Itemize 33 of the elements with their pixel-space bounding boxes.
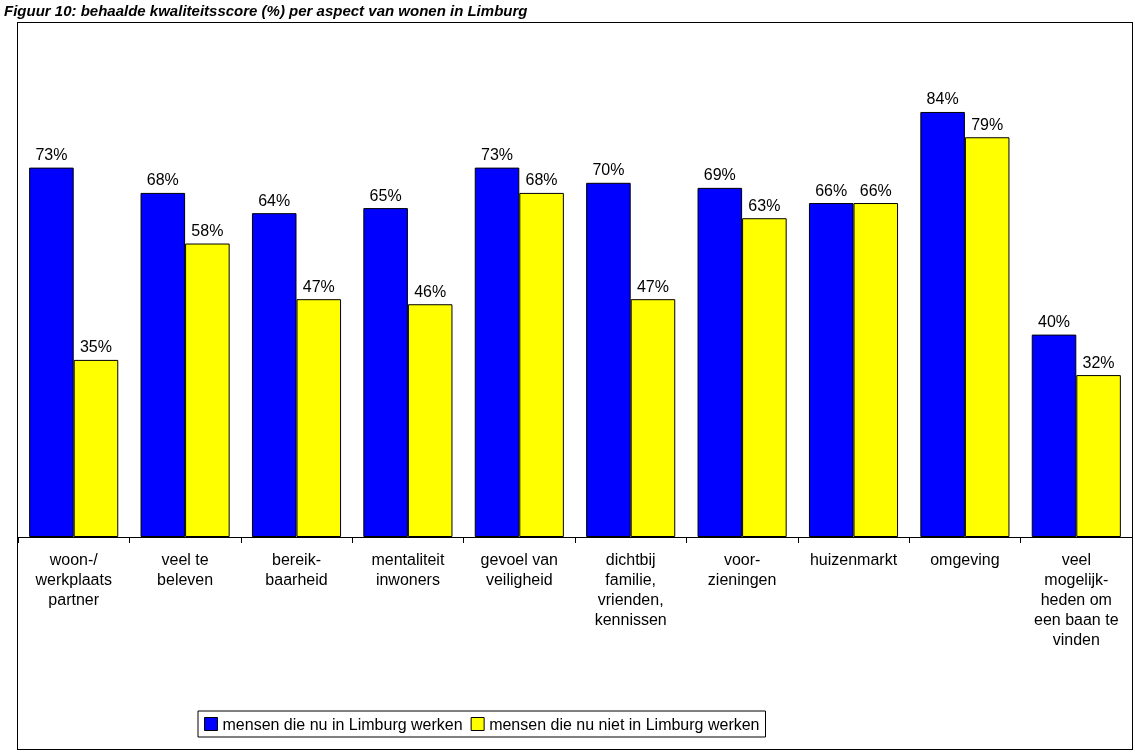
data-label: 69% (703, 166, 736, 184)
x-tick-label: veel te beleven (157, 550, 214, 588)
x-tick-label: woon-/ werkplaats partner (34, 550, 112, 608)
x-tick-label: huizenmarkt (809, 550, 898, 568)
data-label: 46% (414, 282, 447, 300)
data-label: 35% (79, 338, 112, 356)
data-label: 47% (636, 277, 669, 295)
data-label: 68% (146, 171, 179, 189)
x-tick-label: gevoel van veiligheid (480, 550, 558, 588)
data-label: 73% (481, 146, 514, 164)
x-tick-label: bereik- baarheid (265, 550, 328, 588)
legend-label: mensen die nu niet in Limburg werken (489, 715, 760, 733)
legend-label: mensen die nu in Limburg werken (222, 715, 463, 733)
data-label: 40% (1038, 313, 1071, 331)
data-label: 47% (302, 277, 335, 295)
data-label: 68% (525, 171, 558, 189)
data-label: 64% (258, 191, 291, 209)
chart-title: Figuur 10: behaalde kwaliteitsscore (%) per aspect van wonen in Limburg (3, 1, 529, 21)
data-label: 73% (35, 146, 68, 164)
data-label: 63% (748, 196, 781, 214)
data-label: 65% (369, 186, 402, 204)
x-tick-label: voor- zieningen (707, 550, 777, 588)
x-tick-label: veel mogelijk- heden om een baan te vinden (1034, 550, 1119, 648)
data-label: 79% (971, 115, 1004, 133)
data-label: 70% (592, 161, 625, 179)
x-tick-label: mentaliteit inwoners (371, 550, 445, 588)
x-tick-label: dichtbij familie, vrienden, kennissen (594, 550, 667, 628)
x-tick-label: omgeving (930, 550, 1000, 568)
data-label: 32% (1082, 353, 1115, 371)
data-label: 66% (859, 181, 892, 199)
data-label: 84% (926, 90, 959, 108)
data-label: 58% (191, 222, 224, 240)
data-label: 66% (815, 181, 848, 199)
